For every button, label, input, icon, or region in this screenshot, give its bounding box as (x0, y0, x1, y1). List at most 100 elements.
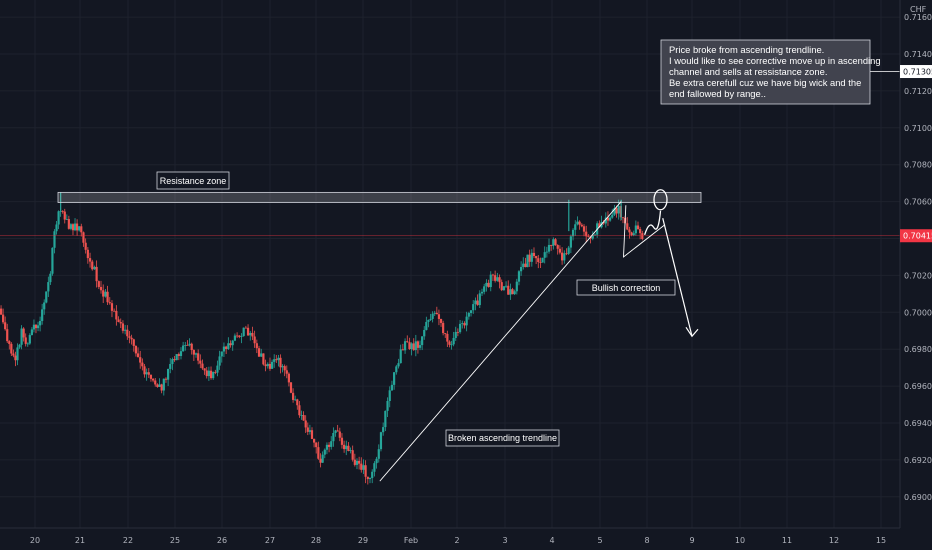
candle-body (249, 332, 252, 336)
candle-body (143, 366, 146, 375)
candle-body (410, 343, 413, 350)
candle-body (266, 363, 269, 367)
candle-body (461, 323, 464, 324)
candle-body (448, 341, 451, 345)
note-line: channel and sells at ressistance zone. (669, 66, 827, 77)
date-tick-label: Feb (404, 536, 418, 545)
candle-body (522, 263, 525, 267)
candle-body (423, 329, 426, 337)
candle-body (496, 277, 499, 281)
candle-body (275, 359, 278, 361)
candle-body (371, 471, 374, 478)
candle-body (323, 449, 326, 455)
candle-body (406, 341, 409, 343)
candle-body (431, 313, 434, 319)
date-tick-label: 10 (735, 536, 745, 545)
candle-body (214, 371, 217, 373)
note-box (660, 39, 871, 105)
candle-body (41, 309, 44, 321)
candle-body (16, 347, 19, 361)
candle-body (102, 290, 105, 297)
candle-body (547, 244, 551, 252)
trendline-label: Broken ascending trendline (448, 433, 557, 443)
candle-body (507, 285, 510, 295)
candle-body (569, 236, 572, 248)
candle-body (463, 323, 466, 326)
candle-body (498, 277, 501, 283)
candle-body (485, 282, 488, 287)
candle-body (543, 252, 546, 258)
candle-body (435, 312, 438, 315)
candle-body (355, 460, 359, 465)
candle-body (401, 349, 404, 351)
candle-body (349, 450, 352, 452)
candle-body (260, 353, 263, 357)
candle-body (632, 233, 635, 236)
candle-body (0, 308, 3, 315)
candle-body (61, 211, 64, 213)
candle-body (88, 258, 92, 262)
candle-body (395, 366, 398, 373)
candle-body (585, 231, 588, 237)
candle-body (353, 459, 356, 465)
candle-body (158, 384, 161, 387)
candle-body (418, 345, 422, 348)
trendline-label-box (445, 429, 560, 447)
candle-body (95, 266, 98, 282)
candle-body (199, 360, 202, 364)
target-circle (653, 189, 668, 211)
candle-body (550, 244, 553, 246)
candle-body (99, 286, 103, 291)
candle-body (167, 368, 170, 380)
candle-body (184, 344, 187, 346)
candle-body (589, 236, 592, 239)
candle-body (628, 229, 631, 233)
candle-body (302, 415, 305, 421)
candle-body (604, 217, 607, 224)
candle-body (82, 232, 85, 243)
candle-body (20, 328, 23, 345)
candle-body (472, 304, 475, 311)
candle-body (317, 447, 320, 459)
candle-body (205, 370, 208, 377)
candle-body (576, 221, 579, 225)
candle-body (4, 322, 7, 330)
candle-body (414, 341, 417, 351)
candle-body (262, 353, 265, 365)
corrective-wave (644, 210, 662, 236)
candle-body (539, 262, 542, 263)
note-line: I would like to see corrective move up i… (669, 55, 881, 66)
candle-body (343, 444, 346, 450)
candle-body (209, 370, 213, 379)
candle-body (641, 233, 644, 239)
note-line: Price broke from ascending trendline. (669, 44, 824, 55)
time-axis[interactable]: 20 21 22 25 26 27 28 29 Feb 2 3 4 5 8 9 10 11 12 15 (0, 527, 900, 545)
candle-body (8, 341, 11, 344)
candle-body (390, 384, 394, 391)
bullish-label-box (576, 279, 676, 296)
candle-body (24, 337, 27, 344)
candle-body (336, 430, 339, 432)
candle-body (634, 225, 637, 234)
resistance-label-box (156, 171, 230, 190)
candle-body (558, 248, 562, 253)
candle-body (609, 217, 612, 221)
resistance-label: Resistance zone (160, 176, 227, 186)
candle-body (285, 370, 288, 374)
candle-body (332, 432, 335, 442)
candle-body (535, 256, 538, 259)
date-tick-label: 29 (358, 536, 368, 545)
candle-body (636, 225, 640, 230)
candle-body (121, 323, 125, 331)
candle-body (384, 410, 387, 428)
candle-body (192, 350, 195, 355)
note-line: Be extra cerefull cuz we have big wick a… (669, 77, 861, 88)
date-tick-label: 22 (123, 536, 133, 545)
